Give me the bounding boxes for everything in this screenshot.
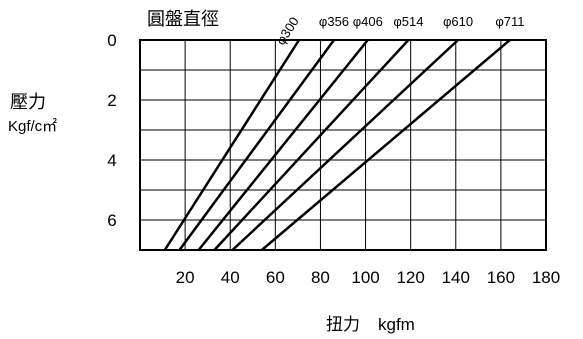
- series-label: φ711: [495, 14, 524, 29]
- series-label: φ406: [353, 14, 383, 29]
- y-tick-label: 6: [107, 211, 116, 230]
- y-tick-label: 4: [107, 151, 116, 170]
- x-tick-label: 60: [266, 268, 285, 287]
- y-axis-label-line2: Kgf/c㎡: [8, 118, 57, 135]
- grid: [140, 40, 546, 250]
- x-tick-label: 180: [532, 268, 560, 287]
- series-line: [213, 39, 410, 251]
- y-tick-labels: 0 2 4 6: [107, 31, 116, 230]
- x-tick-labels: 20 40 60 80 100 120 140 160 180: [176, 268, 561, 287]
- x-tick-label: 20: [176, 268, 195, 287]
- series-label: φ514: [393, 14, 423, 29]
- plot-frame: [139, 39, 547, 251]
- x-tick-label: 100: [351, 268, 379, 287]
- y-axis-label-line1: 壓力: [10, 92, 46, 112]
- series-line: [163, 39, 301, 251]
- series-label: φ610: [443, 14, 473, 29]
- x-tick-label: 40: [221, 268, 240, 287]
- series-lines: [163, 39, 511, 251]
- x-axis-label: 扭力 kgfm: [326, 315, 415, 335]
- x-axis-label-unit: kgfm: [378, 315, 415, 334]
- series-label: φ356: [319, 14, 349, 29]
- x-tick-label: 120: [396, 268, 424, 287]
- series-line: [260, 39, 511, 251]
- series-labels: φ300 φ356 φ406 φ514 φ610 φ711: [273, 14, 525, 48]
- x-tick-label: 140: [442, 268, 470, 287]
- series-line: [231, 39, 459, 251]
- x-tick-label: 160: [487, 268, 515, 287]
- x-axis-label-cjk: 扭力: [326, 315, 360, 335]
- series-line: [197, 39, 369, 251]
- y-tick-label: 2: [107, 91, 116, 110]
- x-tick-label: 80: [311, 268, 330, 287]
- chart-title: 圓盤直徑: [147, 9, 219, 29]
- y-tick-label: 0: [107, 31, 116, 50]
- series-line: [178, 39, 335, 251]
